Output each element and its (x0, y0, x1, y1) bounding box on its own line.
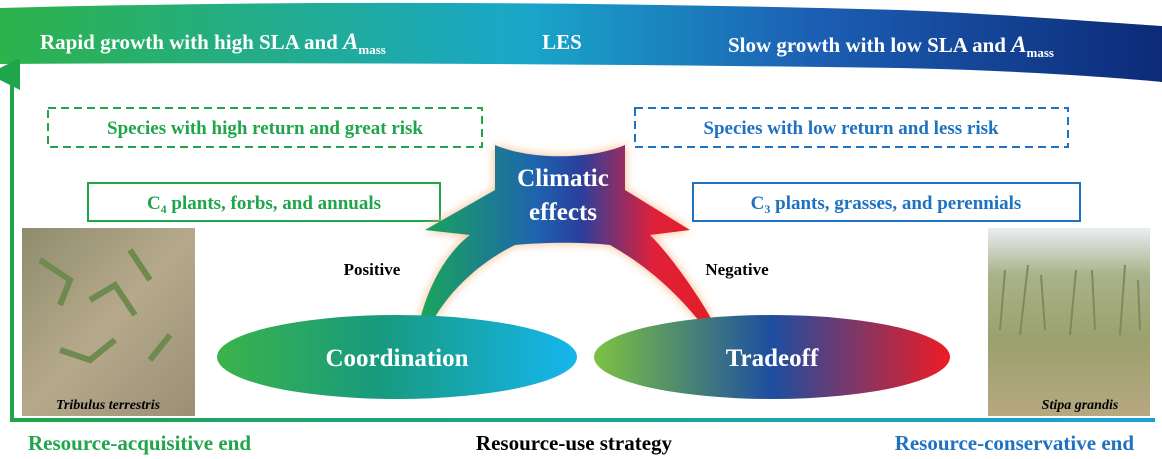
text: plants, forbs, and annuals (167, 193, 381, 214)
group-box (87, 182, 441, 222)
photo-caption: Stipa grandis (1042, 398, 1119, 413)
text: Slow growth with low SLA and (728, 33, 1011, 57)
symbol: A (1009, 32, 1026, 57)
symbol: A (341, 29, 358, 54)
group-box (692, 182, 1081, 222)
risk-box (47, 107, 483, 148)
grass (999, 264, 1141, 336)
arch (420, 145, 712, 322)
text: C (147, 193, 161, 214)
subscript: 4 (161, 202, 167, 216)
subscript: mass (1027, 45, 1054, 60)
center-text: effects (529, 199, 597, 226)
effect-label: Positive (344, 260, 401, 279)
risk-text: Species with high return and great risk (107, 118, 423, 139)
photo (988, 228, 1150, 416)
outcome-ellipse (594, 315, 950, 399)
subscript: mass (358, 42, 385, 57)
footer-left: Resource-acquisitive end (28, 431, 251, 455)
outcome-label: Coordination (325, 345, 468, 372)
risk-box (634, 107, 1069, 148)
center-text: Climatic (517, 165, 609, 192)
photo-caption: Tribulus terrestris (56, 398, 161, 413)
header-center: LES (542, 30, 582, 54)
photo (22, 228, 195, 416)
outcome-label: Tradeoff (726, 345, 819, 372)
header-left: Rapid growth with high SLA and Amass (40, 29, 386, 57)
text: C (751, 193, 765, 214)
risk-text: Species with low return and less risk (703, 118, 999, 139)
bottom-axis (10, 418, 1155, 422)
group-text: C3 plants, grasses, and perennials (751, 193, 1022, 216)
group-text: C4 plants, forbs, and annuals (147, 193, 381, 216)
header-right: Slow growth with low SLA and Amass (728, 32, 1054, 60)
footer-center: Resource-use strategy (476, 431, 673, 455)
top-banner (0, 2, 1162, 83)
plant (38, 248, 173, 364)
text: Rapid growth with high SLA and (40, 30, 343, 54)
outcome-ellipse (217, 315, 577, 399)
subscript: 3 (764, 202, 770, 216)
effect-label: Negative (705, 260, 769, 279)
text: plants, grasses, and perennials (770, 193, 1021, 214)
footer-right: Resource-conservative end (895, 431, 1135, 455)
